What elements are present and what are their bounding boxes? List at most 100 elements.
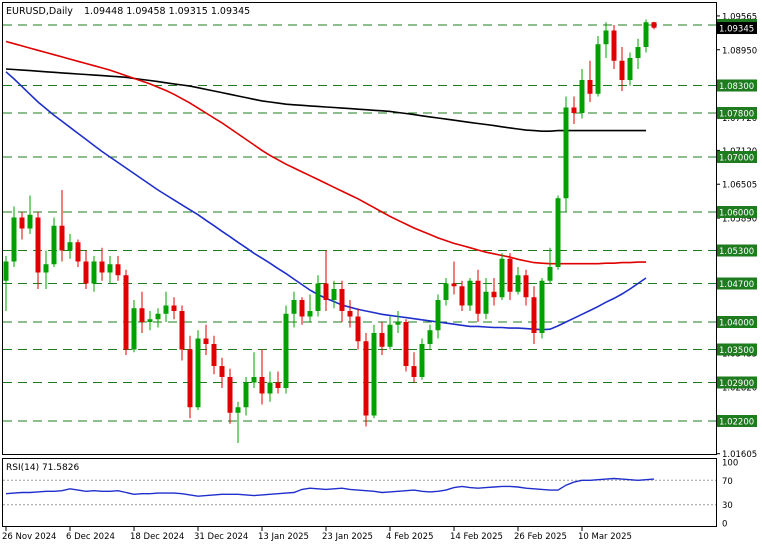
candle-body — [139, 308, 145, 322]
level-badge-label: 1.04000 — [719, 319, 754, 329]
candle-bull — [555, 195, 561, 270]
candle-body — [59, 225, 65, 251]
level-badge-label: 1.08300 — [719, 82, 754, 92]
candle-bull — [603, 22, 609, 58]
candle-bear — [275, 371, 281, 394]
candle-body — [411, 366, 417, 377]
candle-bear — [611, 25, 617, 69]
candle-bull — [91, 256, 97, 292]
candle-body — [227, 377, 233, 413]
candle-body — [579, 80, 585, 113]
date-label: 31 Dec 2024 — [194, 532, 248, 542]
candle-body — [547, 267, 553, 281]
candle-bull — [27, 195, 33, 234]
candle-bull — [427, 324, 433, 350]
candle-bear — [59, 190, 65, 262]
candle-bear — [363, 333, 369, 427]
date-label: 18 Dec 2024 — [130, 532, 184, 542]
candle-body — [251, 377, 257, 383]
candle-body — [339, 289, 345, 311]
candles — [3, 19, 657, 443]
candle-body — [347, 311, 353, 317]
candle-body — [11, 217, 17, 262]
candle-body — [27, 214, 33, 229]
candle-body — [619, 60, 625, 80]
candle-body — [291, 300, 297, 314]
symbol-label: EURUSD,Daily — [6, 6, 73, 17]
level-badge — [717, 244, 757, 257]
candle-bear — [411, 352, 417, 383]
candle-bear — [491, 278, 497, 306]
candle-body — [587, 80, 593, 94]
candle-bull — [627, 52, 633, 86]
candle-bear — [227, 368, 233, 424]
candle-body — [395, 322, 401, 325]
candle-body — [531, 297, 537, 333]
candle-body — [507, 258, 513, 292]
candle-bull — [51, 217, 57, 267]
ma-black-line — [5, 68, 646, 132]
candle-bear — [531, 286, 537, 344]
candle-bear — [347, 300, 353, 328]
candle-body — [147, 319, 153, 322]
candle-body — [259, 377, 265, 394]
candle-bull — [499, 253, 505, 300]
candle-body — [595, 44, 601, 94]
candle-body — [67, 242, 73, 251]
price-tick-label: 1.09565 — [722, 12, 757, 22]
candle-body — [115, 264, 121, 276]
candle-body — [155, 313, 161, 320]
price-tick-label: 1.08950 — [722, 46, 757, 56]
candle-body — [35, 217, 41, 273]
candle-bear — [507, 253, 513, 300]
candle-bull — [467, 278, 473, 311]
candle-bull — [67, 234, 73, 259]
candle-bull — [243, 377, 249, 416]
candle-bear — [19, 212, 25, 240]
rsi-line — [5, 477, 655, 497]
candle-bull — [595, 36, 601, 97]
candle-body — [355, 316, 361, 342]
rsi-title: RSI(14) 71.5826 — [6, 463, 79, 473]
candle-body — [187, 349, 193, 408]
level-badge — [717, 277, 757, 290]
date-label: 10 Mar 2025 — [578, 532, 632, 542]
candle-bear — [379, 322, 385, 355]
candle-body — [267, 382, 273, 394]
candle-bull — [419, 338, 425, 380]
candle-bull — [483, 278, 489, 320]
rsi-axis-label: 0 — [722, 520, 727, 530]
candle-bull — [251, 352, 257, 388]
level-badge — [717, 151, 757, 163]
level-badge-label: 1.07800 — [719, 110, 754, 120]
candle-body — [19, 217, 25, 229]
date-label: 4 Feb 2025 — [386, 532, 434, 542]
candle-bear — [339, 280, 345, 322]
candle-bear — [99, 247, 105, 281]
rsi-axis-label: 30 — [722, 501, 733, 511]
current-price-badge — [717, 22, 757, 35]
rsi-axis-label: 100 — [722, 459, 738, 469]
candle-body — [499, 258, 505, 298]
date-label: 6 Dec 2024 — [66, 532, 115, 542]
candle-bear — [651, 21, 657, 30]
candle-bear — [403, 319, 409, 372]
candle-bull — [579, 69, 585, 119]
rsi-panel[interactable] — [2, 458, 717, 527]
level-badge-label: 1.06000 — [719, 209, 754, 219]
candle-body — [387, 324, 393, 347]
candle-body — [523, 275, 529, 298]
price-tick-label: 1.06505 — [722, 181, 757, 191]
candle-body — [83, 261, 89, 284]
candle-bear — [451, 261, 457, 295]
date-label: 13 Jan 2025 — [258, 532, 309, 542]
candle-bear — [115, 256, 121, 281]
candle-bull — [315, 275, 321, 317]
candle-body — [243, 382, 249, 408]
candle-body — [643, 22, 649, 47]
candle-bull — [395, 311, 401, 333]
level-badge-label: 1.07000 — [719, 154, 754, 164]
candle-body — [635, 47, 641, 58]
candle-body — [379, 333, 385, 347]
